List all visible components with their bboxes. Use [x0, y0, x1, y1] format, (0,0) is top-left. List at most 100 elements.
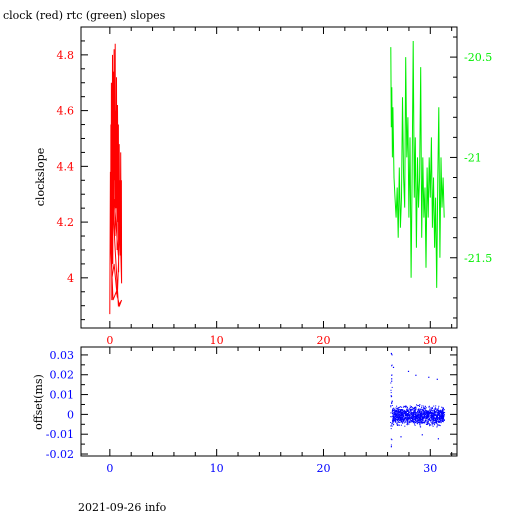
offset-point	[395, 410, 397, 412]
offset-point	[430, 416, 432, 418]
offset-point	[433, 405, 435, 407]
offset-point	[423, 405, 425, 407]
offset-point	[401, 419, 403, 420]
offset-point	[400, 417, 402, 419]
offset-point	[427, 413, 429, 415]
offset-point	[419, 409, 421, 411]
offset-point	[428, 416, 429, 418]
offset-point	[427, 414, 429, 416]
offset-point	[413, 415, 415, 417]
offset-point	[413, 421, 415, 423]
offset-point	[396, 413, 398, 415]
offset-point	[406, 417, 408, 419]
offset-point	[438, 415, 440, 416]
offset-point	[398, 424, 400, 426]
offset-point	[442, 408, 444, 410]
offset-point	[429, 420, 431, 421]
offset-point	[420, 419, 422, 421]
offset-point	[432, 407, 433, 409]
offset-point	[393, 407, 395, 409]
offset-point	[402, 414, 404, 416]
offset-outlier-point	[437, 438, 439, 440]
y-tick-label: 0.03	[50, 349, 75, 362]
offset-point	[398, 414, 400, 416]
offset-point	[398, 424, 400, 426]
offset-point	[434, 407, 436, 409]
offset-point	[400, 409, 402, 410]
offset-point	[424, 422, 426, 424]
offset-point	[391, 425, 393, 427]
offset-point	[424, 419, 426, 421]
offset-point	[412, 411, 414, 413]
offset-point	[421, 412, 422, 414]
offset-point	[430, 418, 432, 419]
offset-point	[426, 411, 428, 413]
y-left-tick-label: 4.8	[57, 49, 75, 62]
offset-point	[399, 417, 401, 419]
offset-point	[405, 421, 407, 423]
offset-point	[438, 421, 440, 423]
offset-point	[427, 414, 428, 416]
offset-point	[411, 417, 412, 419]
offset-point	[411, 407, 413, 408]
offset-point	[437, 415, 438, 416]
offset-point	[412, 409, 414, 411]
offset-point	[416, 413, 418, 415]
offset-point	[404, 425, 406, 427]
offset-point	[431, 416, 433, 418]
offset-point	[442, 411, 444, 413]
offset-point	[426, 416, 428, 418]
offset-point	[435, 418, 437, 420]
offset-point	[398, 417, 400, 419]
offset-point	[440, 420, 442, 422]
offset-point	[407, 421, 409, 423]
y-tick-label: 0.02	[50, 369, 75, 382]
offset-point	[393, 420, 395, 422]
offset-point	[406, 423, 408, 425]
offset-point	[433, 422, 435, 424]
offset-point	[414, 422, 416, 424]
offset-point	[422, 422, 424, 424]
offset-point	[394, 416, 396, 418]
offset-point	[414, 413, 416, 415]
offset-point	[410, 410, 412, 412]
offset-outlier-point	[392, 366, 395, 368]
offset-point	[431, 419, 433, 420]
rtc-slope-line	[390, 40, 445, 288]
offset-point	[397, 423, 399, 425]
offset-point	[400, 419, 402, 421]
offset-point	[400, 412, 402, 414]
offset-point	[414, 407, 416, 409]
offset-point	[398, 408, 400, 410]
offset-point	[434, 422, 436, 424]
offset-point	[442, 409, 444, 411]
offset-point	[421, 409, 423, 411]
offset-point	[431, 413, 433, 415]
offset-point	[395, 415, 397, 417]
offset-point	[429, 417, 431, 419]
offset-point	[432, 414, 434, 416]
offset-point	[419, 423, 420, 425]
offset-point	[391, 374, 393, 376]
offset-point	[412, 408, 414, 410]
offset-point	[442, 420, 443, 422]
offset-point	[409, 414, 411, 416]
offset-point	[424, 408, 426, 410]
offset-point	[424, 406, 426, 408]
offset-point	[411, 414, 413, 416]
offset-point	[403, 416, 404, 418]
offset-point	[393, 419, 395, 421]
offset-point	[438, 407, 439, 409]
offset-point	[398, 418, 400, 420]
offset-point	[427, 416, 429, 418]
offset-point	[390, 422, 392, 423]
offset-point	[409, 421, 411, 423]
offset-point	[402, 411, 404, 413]
offset-point	[400, 410, 402, 412]
offset-point	[434, 411, 436, 413]
offset-point	[432, 412, 434, 414]
offset-point	[416, 420, 418, 422]
offset-point	[394, 411, 396, 413]
offset-point	[400, 415, 402, 417]
offset-point	[397, 409, 399, 411]
